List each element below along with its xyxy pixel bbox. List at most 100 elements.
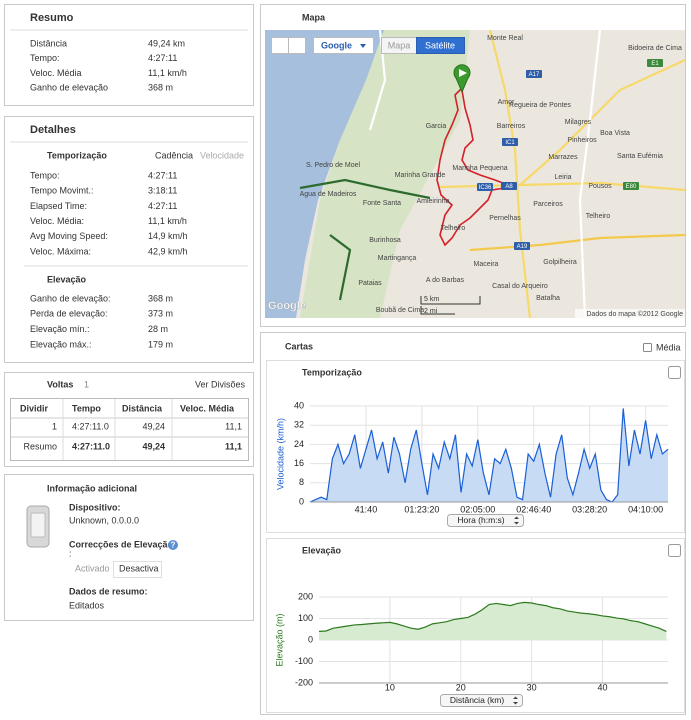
row-label: Perda de elevação: — [30, 309, 108, 319]
road-label: A19 — [517, 244, 528, 250]
row-value: 11,1 km/h — [148, 216, 187, 226]
map-place: Fonte Santa — [363, 200, 401, 207]
panel-title: Mapa — [302, 12, 326, 22]
y-tick-label: 100 — [298, 613, 313, 623]
help-icon[interactable] — [168, 540, 178, 550]
column-header: Veloc. Média — [180, 403, 235, 413]
map-place: Garcia — [426, 123, 447, 130]
axis-select — [440, 694, 523, 707]
map-road — [299, 178, 431, 200]
toggle-button[interactable]: Desactiva — [119, 563, 159, 573]
toggle-active — [113, 561, 162, 578]
y-tick-label: 32 — [294, 420, 304, 430]
road-shield — [623, 182, 639, 190]
tab[interactable]: Velocidade — [200, 150, 244, 160]
scale-label: 5 km — [424, 296, 439, 303]
lap-count: 1 — [84, 379, 89, 389]
row-label: Veloc. Média — [30, 68, 82, 78]
map-place: Burinhosa — [369, 237, 401, 244]
road-shield — [501, 182, 517, 190]
row-value: 368 m — [148, 82, 173, 92]
map-view-label[interactable]: Satélite — [425, 40, 455, 50]
lap-table — [10, 398, 249, 461]
row-label: Tempo: — [30, 53, 60, 63]
row-value: 4:27:11 — [148, 170, 177, 180]
y-axis-label: Velocidade (km/h) — [275, 418, 285, 490]
panel-title: Cartas — [285, 341, 313, 351]
map-place: Amor — [498, 99, 515, 106]
map-place: Milagres — [565, 119, 592, 126]
map-place: Agua de Madeiros — [300, 191, 357, 198]
summary-panel — [4, 4, 254, 106]
map-place: Parceiros — [533, 201, 563, 208]
y-tick-label: 8 — [299, 477, 304, 487]
map-type-label[interactable]: Google — [321, 40, 352, 50]
map-place: Pataias — [358, 280, 382, 287]
cell: 4:27:11.0 — [72, 421, 109, 431]
map-place: Telheiro — [441, 225, 466, 232]
row-value: 373 m — [148, 309, 173, 319]
area-line — [318, 601, 667, 632]
map-place: Monte Real — [487, 35, 523, 42]
cell: 11,1 — [225, 421, 242, 431]
map-attribution: Dados do mapa ©2012 Google — [586, 310, 683, 318]
x-tick-label: 30 — [527, 682, 537, 692]
map-place: Marrazes — [548, 154, 578, 161]
row-value: 4:27:11 — [148, 201, 177, 211]
x-tick-label: 10 — [385, 682, 395, 692]
select-arrows — [513, 696, 518, 705]
map-road — [578, 30, 602, 318]
map-road — [469, 233, 685, 252]
row-label: Veloc. Média: — [30, 216, 84, 226]
road-label: IC36 — [479, 185, 492, 191]
map-place: Pinheiros — [567, 137, 597, 144]
checkbox — [643, 343, 652, 352]
map-view-label[interactable]: Mapa — [388, 40, 411, 50]
panel-title: Voltas — [47, 379, 73, 389]
map-place: Leiria — [554, 174, 571, 181]
map-logo: Google — [268, 300, 306, 312]
toggle-button[interactable]: Activado — [75, 563, 110, 573]
map-place: Amieirinha — [416, 198, 449, 205]
info-panel — [4, 474, 254, 621]
map-place: A do Barbas — [426, 277, 465, 284]
link[interactable]: Ver Divisões — [195, 379, 246, 389]
field-label: Correcções de Elevação — [69, 539, 174, 549]
panel-title: Informação adicional — [47, 483, 137, 493]
tab[interactable]: Temporização — [47, 150, 107, 160]
help-icon-text[interactable]: ? — [171, 541, 176, 550]
chart-title: Temporização — [302, 367, 362, 377]
scale-label: 2 mi — [424, 308, 438, 315]
row-label: Ganho de elevação: — [30, 293, 111, 303]
y-tick-label: 40 — [294, 400, 304, 410]
road-shield — [647, 59, 663, 67]
area-fill — [319, 602, 667, 640]
row-value: 179 m — [148, 339, 173, 349]
row-value: 49,24 km — [148, 38, 185, 48]
map-place: Maceira — [474, 261, 499, 268]
row-value: 28 m — [148, 324, 168, 334]
y-tick-label: 0 — [308, 634, 313, 644]
chart-toggle — [668, 544, 681, 557]
details-panel — [4, 116, 254, 363]
map-place: Martingança — [378, 255, 417, 262]
row-label: Distância — [30, 38, 67, 48]
row-label: Avg Moving Speed: — [30, 231, 108, 241]
road-shield — [526, 70, 542, 78]
y-tick-label: 200 — [298, 591, 313, 601]
column-header: Dividir — [20, 403, 49, 413]
cell: Resumo — [23, 441, 57, 451]
map-place: Telheiro — [586, 213, 611, 220]
field-value: Editados — [69, 600, 105, 610]
tab[interactable]: Cadência — [155, 150, 193, 160]
panel-title: Resumo — [30, 12, 74, 24]
map-place: Casal do Arqueiro — [492, 283, 548, 290]
x-tick-label: 41:40 — [355, 504, 378, 514]
y-tick-label: -200 — [295, 677, 313, 687]
map-place: Santa Eufémia — [617, 153, 663, 160]
axis-select-label[interactable]: Hora (h:m:s) — [457, 515, 504, 525]
road-label: E1 — [651, 61, 659, 67]
axis-select-label[interactable]: Distância (km) — [450, 695, 504, 705]
checkbox-label[interactable]: Média — [656, 342, 681, 352]
